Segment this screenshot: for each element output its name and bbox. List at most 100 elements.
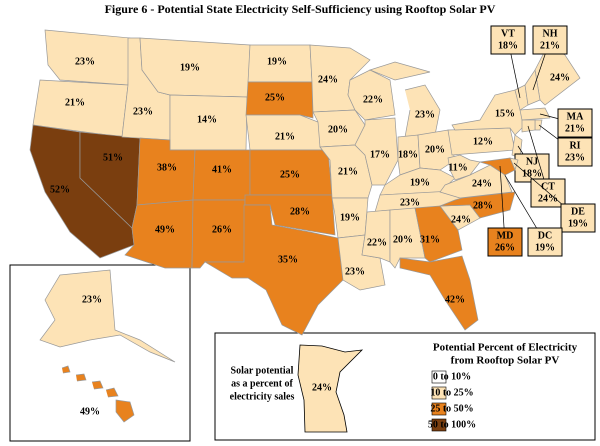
legend-label: 0 to 10% [433,371,471,382]
state-value: 23% [82,294,102,305]
legend-swatch [431,402,447,416]
inset-text: electricity sales [230,391,295,402]
state-shape [44,29,131,86]
state-value: 28% [473,200,493,211]
state-shape [534,119,543,131]
state-abbr: MD [497,230,514,241]
state-value: 25% [265,92,285,103]
state-shape [368,61,441,138]
state-shape [439,164,513,199]
state-value: 14% [197,114,217,125]
legend-label: 50 to 100% [428,419,476,430]
inset-text: as a percent of [231,378,293,389]
state-shape [439,191,516,219]
state-value: 21% [65,97,85,108]
state-box [527,227,563,257]
state-value: 23% [345,266,365,277]
legend-label: 10 to 25% [430,387,473,398]
state-value: 38% [157,162,177,173]
state-value: 24% [550,72,570,83]
state-value: 20% [328,124,348,135]
state-shape [203,204,344,336]
state-value: 49% [80,406,100,417]
state-value: 52% [50,184,70,195]
state-value: 18% [498,40,518,51]
state-value: 28% [290,206,310,217]
state-shape [245,81,314,119]
inset-value: 24% [312,382,332,393]
state-value: 19% [180,62,200,73]
state-shape [417,129,456,171]
state-shape [447,154,481,181]
state-value: 24% [318,74,338,85]
state-value: 26% [212,224,232,235]
state-value: 31% [420,234,440,245]
state-abbr: DE [571,206,585,217]
state-shape [521,119,536,133]
state-value: 12% [473,136,493,147]
state-abbr: DC [538,230,552,241]
state-abbr: NH [543,28,558,39]
state-value: 19% [410,177,430,188]
state-abbr: RI [569,140,580,151]
state-shape [354,117,399,186]
state-value: 51% [103,152,123,163]
state-value: 19% [568,218,588,229]
state-box [560,203,596,233]
legend-title: from Rooftop Solar PV [451,355,560,367]
state-value: 23% [400,197,420,208]
state-value: 26% [495,242,515,253]
legend-swatch [431,418,447,432]
state-shape [39,269,176,363]
legend-label: 25 to 50% [430,403,473,414]
state-value: 41% [212,164,232,175]
state-value: 24% [538,193,558,204]
state-abbr: MA [567,111,584,122]
state-abbr: CT [541,181,555,192]
state-value: 25% [280,169,300,180]
state-value: 42% [445,294,465,305]
state-value: 18% [398,149,418,160]
state-value: 20% [425,144,445,155]
state-value: 19% [267,56,287,67]
state-value: 21% [338,166,358,177]
state-value: 22% [363,94,383,105]
state-abbr: VT [501,28,515,39]
map-title: Figure 6 - Potential State Electricity S… [105,2,496,16]
legend-swatch [431,370,447,384]
inset-text: Solar potential [231,365,294,376]
state-abbr: NJ [526,156,538,167]
state-value: 20% [393,234,413,245]
inset-shape [297,344,364,433]
state-shape [524,69,541,106]
state-value: 24% [472,178,492,189]
state-shape [361,209,391,263]
state-value: 21% [540,40,560,51]
legend-title: Potential Percent of Electricity [433,342,578,354]
state-box [557,108,593,138]
state-value: 19% [340,212,360,223]
state-box [487,227,523,257]
state-value: 22% [367,237,387,248]
state-box [490,25,526,55]
state-value: 23% [565,152,585,163]
state-value: 24% [451,214,471,225]
legend-swatch [431,386,447,400]
state-value: 23% [415,109,435,120]
state-value: 19% [535,242,555,253]
state-value: 23% [75,56,95,67]
state-box [532,25,568,55]
legend-panel [214,332,596,441]
state-shape [519,107,551,121]
state-box [557,137,593,167]
state-value: 15% [495,108,515,119]
state-value: 35% [278,254,298,265]
state-value: 49% [155,224,175,235]
state-value: 23% [133,106,153,117]
state-value: 11% [448,162,467,173]
state-shape [61,365,135,423]
state-value: 21% [275,131,295,142]
state-value: 18% [522,168,542,179]
state-value: 21% [565,123,585,134]
